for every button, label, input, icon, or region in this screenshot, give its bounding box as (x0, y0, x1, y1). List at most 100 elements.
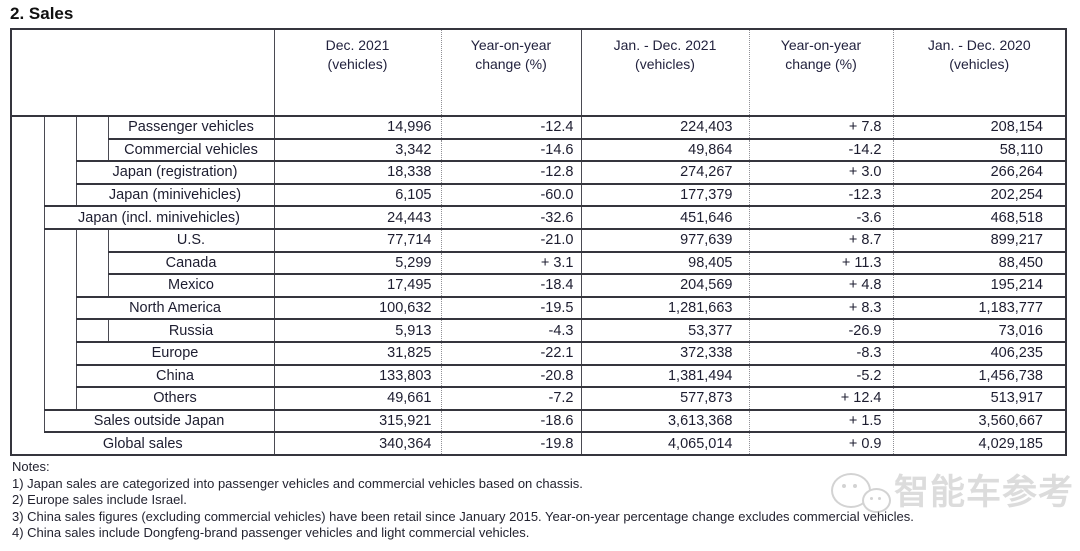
cell-dec-2021: 18,338 (274, 160, 442, 185)
cell-jan-dec-2021: 4,065,014 (581, 431, 750, 456)
row-label: Mexico (107, 273, 275, 298)
row-label: Sales outside Japan (43, 408, 275, 434)
cell-jan-dec-2020: 4,029,185 (893, 431, 1066, 456)
cell-yoy-1: -21.0 (441, 227, 582, 253)
row-label: Commercial vehicles (107, 137, 275, 163)
cell-jan-dec-2020: 1,183,777 (893, 295, 1066, 321)
row-label: U.S. (107, 227, 275, 253)
row-label: Russia (107, 318, 275, 343)
table-row-north-america: North America 100,632 -19.5 1,281,663 + … (11, 295, 1066, 321)
table-row-global-sales: Global sales 340,364 -19.8 4,065,014 + 0… (11, 431, 1066, 456)
cell-jan-dec-2020: 195,214 (893, 273, 1066, 298)
table-row-europe: Europe 31,825 -22.1 372,338 -8.3 406,235 (11, 340, 1066, 366)
cell-yoy-2: -26.9 (749, 318, 894, 343)
cell-yoy-2: -14.2 (749, 137, 894, 163)
cell-dec-2021: 5,913 (274, 318, 442, 343)
cell-dec-2021: 340,364 (274, 431, 442, 456)
cell-yoy-2: + 7.8 (749, 115, 894, 140)
cell-yoy-2: + 8.7 (749, 227, 894, 253)
cell-jan-dec-2020: 406,235 (893, 340, 1066, 366)
cell-yoy-2: -5.2 (749, 363, 894, 389)
cell-dec-2021: 315,921 (274, 408, 442, 434)
cell-jan-dec-2021: 1,381,494 (581, 363, 750, 389)
cell-jan-dec-2021: 53,377 (581, 318, 750, 343)
cell-yoy-1: -12.8 (441, 160, 582, 185)
cell-jan-dec-2020: 73,016 (893, 318, 1066, 343)
table-row-others: Others 49,661 -7.2 577,873 + 12.4 513,91… (11, 386, 1066, 411)
table-row-russia: Russia 5,913 -4.3 53,377 -26.9 73,016 (11, 318, 1066, 343)
cell-dec-2021: 100,632 (274, 295, 442, 321)
cell-jan-dec-2021: 224,403 (581, 115, 750, 140)
note-line-3: 3) China sales figures (excluding commer… (12, 508, 914, 524)
cell-jan-dec-2020: 58,110 (893, 137, 1066, 163)
watermark-text: 智能车参考 (894, 472, 1075, 512)
row-label: Canada (107, 250, 275, 276)
note-line-4: 4) China sales include Dongfeng-brand pa… (12, 525, 530, 540)
page-title: 2. Sales (10, 4, 74, 23)
cell-jan-dec-2021: 977,639 (581, 227, 750, 253)
table-row-canada: Canada 5,299 + 3.1 98,405 + 11.3 88,450 (11, 250, 1066, 276)
cell-yoy-1: -7.2 (441, 386, 582, 411)
header-dec-2021: Dec. 2021 (vehicles) (274, 29, 442, 117)
table-row-passenger-vehicles: Passenger vehicles 14,996 -12.4 224,403 … (11, 115, 1066, 140)
cell-jan-dec-2020: 899,217 (893, 227, 1066, 253)
row-label: Global sales (11, 432, 275, 456)
table-row-commercial-vehicles: Commercial vehicles 3,342 -14.6 49,864 -… (11, 137, 1066, 163)
cell-dec-2021: 3,342 (274, 137, 442, 163)
cell-yoy-1: -19.8 (441, 431, 582, 456)
cell-jan-dec-2021: 177,379 (581, 182, 750, 208)
notes-block: Notes: 1) Japan sales are categorized in… (12, 459, 914, 542)
row-label: Japan (registration) (75, 160, 275, 185)
header-jan-dec-2021: Jan. - Dec. 2021 (vehicles) (581, 29, 750, 117)
cell-dec-2021: 31,825 (274, 340, 442, 366)
table-row-japan-registration: Japan (registration) 18,338 -12.8 274,26… (11, 160, 1066, 185)
cell-yoy-2: -3.6 (749, 205, 894, 230)
cell-yoy-1: + 3.1 (441, 250, 582, 276)
notes-heading: Notes: (12, 459, 50, 474)
cell-yoy-2: + 4.8 (749, 273, 894, 298)
sales-table: Dec. 2021 (vehicles) Year-on-year change… (10, 28, 1067, 456)
header-blank (11, 29, 275, 117)
cell-jan-dec-2020: 1,456,738 (893, 363, 1066, 389)
table-row-japan-incl-minivehicles: Japan (incl. minivehicles) 24,443 -32.6 … (11, 205, 1066, 230)
cell-yoy-1: -19.5 (441, 295, 582, 321)
row-label: Others (75, 386, 275, 411)
cell-yoy-2: + 12.4 (749, 386, 894, 411)
cell-yoy-2: + 1.5 (749, 408, 894, 434)
cell-yoy-1: -14.6 (441, 137, 582, 163)
cell-yoy-2: -8.3 (749, 340, 894, 366)
cell-dec-2021: 17,495 (274, 273, 442, 298)
cell-jan-dec-2020: 468,518 (893, 205, 1066, 230)
cell-yoy-1: -32.6 (441, 205, 582, 230)
cell-dec-2021: 5,299 (274, 250, 442, 276)
cell-yoy-1: -12.4 (441, 115, 582, 140)
cell-jan-dec-2021: 1,281,663 (581, 295, 750, 321)
cell-yoy-2: -12.3 (749, 182, 894, 208)
table-row-us: U.S. 77,714 -21.0 977,639 + 8.7 899,217 (11, 227, 1066, 253)
cell-yoy-1: -4.3 (441, 318, 582, 343)
header-jan-dec-2020: Jan. - Dec. 2020 (vehicles) (893, 29, 1066, 117)
cell-dec-2021: 133,803 (274, 363, 442, 389)
header-row: Dec. 2021 (vehicles) Year-on-year change… (11, 29, 1066, 117)
cell-jan-dec-2020: 3,560,667 (893, 408, 1066, 434)
note-line-1: 1) Japan sales are categorized into pass… (12, 475, 583, 491)
cell-dec-2021: 24,443 (274, 205, 442, 230)
cell-yoy-1: -20.8 (441, 363, 582, 389)
row-label: Japan (minivehicles) (75, 182, 275, 208)
cell-jan-dec-2021: 204,569 (581, 273, 750, 298)
cell-jan-dec-2020: 266,264 (893, 160, 1066, 185)
cell-yoy-2: + 11.3 (749, 250, 894, 276)
note-line-2: 2) Europe sales include Israel. (12, 492, 187, 507)
table-row-japan-minivehicles: Japan (minivehicles) 6,105 -60.0 177,379… (11, 182, 1066, 208)
cell-jan-dec-2021: 98,405 (581, 250, 750, 276)
cell-jan-dec-2021: 49,864 (581, 137, 750, 163)
cell-jan-dec-2021: 372,338 (581, 340, 750, 366)
cell-yoy-1: -18.6 (441, 408, 582, 434)
cell-yoy-1: -60.0 (441, 182, 582, 208)
row-label: Passenger vehicles (107, 115, 275, 140)
row-label: Europe (75, 340, 275, 366)
cell-yoy-1: -18.4 (441, 273, 582, 298)
cell-jan-dec-2021: 274,267 (581, 160, 750, 185)
cell-dec-2021: 14,996 (274, 115, 442, 140)
